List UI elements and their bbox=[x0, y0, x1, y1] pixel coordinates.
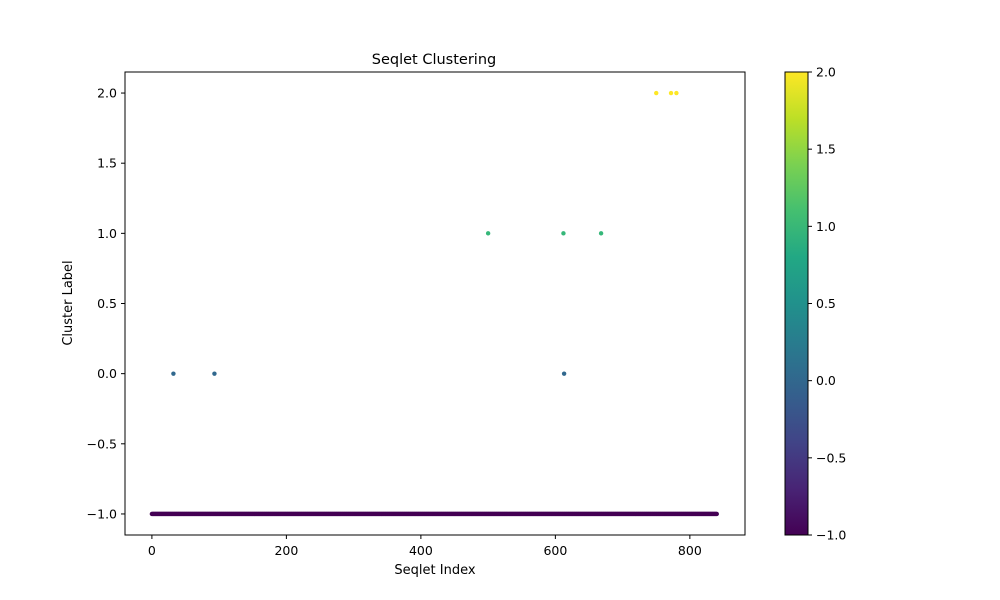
x-tick-label: 400 bbox=[409, 543, 433, 558]
chart-title: Seqlet Clustering bbox=[372, 52, 496, 68]
colorbar-tick-label: −1.0 bbox=[816, 528, 846, 543]
y-tick-label: 0.5 bbox=[97, 296, 117, 311]
y-axis: −1.0 −0.5 0.0 0.5 1.0 1.5 2.0 bbox=[87, 86, 125, 521]
cluster-point bbox=[485, 231, 491, 236]
colorbar-axis: −1.0 −0.5 0.0 0.5 1.0 1.5 2.0 bbox=[808, 65, 846, 543]
y-tick-label: 1.5 bbox=[97, 156, 117, 171]
cluster-point bbox=[598, 231, 604, 236]
y-tick-label: 0.0 bbox=[97, 366, 117, 381]
cluster-point bbox=[171, 371, 176, 376]
plot-frame bbox=[124, 71, 746, 536]
cluster-point bbox=[212, 371, 217, 376]
y-tick-label: 2.0 bbox=[97, 86, 117, 101]
cluster-point bbox=[561, 371, 567, 376]
x-axis-label: Seqlet Index bbox=[394, 563, 475, 578]
colorbar-tick-label: 1.0 bbox=[816, 219, 836, 234]
x-axis: 0 200 400 600 800 bbox=[148, 535, 702, 558]
y-tick-label: −0.5 bbox=[87, 436, 117, 451]
y-axis-label: Cluster Label bbox=[61, 260, 76, 345]
colorbar-tick-label: −0.5 bbox=[816, 450, 846, 465]
cluster-point bbox=[668, 90, 674, 96]
y-tick-label: 1.0 bbox=[97, 226, 117, 241]
cluster-point bbox=[561, 231, 566, 236]
cluster-point bbox=[654, 90, 659, 96]
x-tick-label: 800 bbox=[678, 543, 702, 558]
colorbar-tick-label: 1.5 bbox=[816, 142, 836, 157]
plot-points bbox=[149, 90, 719, 517]
cluster-point bbox=[674, 90, 679, 96]
y-tick-label: −1.0 bbox=[87, 506, 117, 521]
colorbar bbox=[784, 71, 809, 536]
colorbar-tick-label: 2.0 bbox=[816, 65, 836, 80]
colorbar-tick-label: 0.5 bbox=[816, 296, 836, 311]
x-tick-label: 200 bbox=[274, 543, 298, 558]
x-tick-label: 600 bbox=[543, 543, 567, 558]
colorbar-tick-label: 0.0 bbox=[816, 373, 836, 388]
noise-point bbox=[714, 511, 719, 517]
x-tick-label: 0 bbox=[148, 543, 156, 558]
